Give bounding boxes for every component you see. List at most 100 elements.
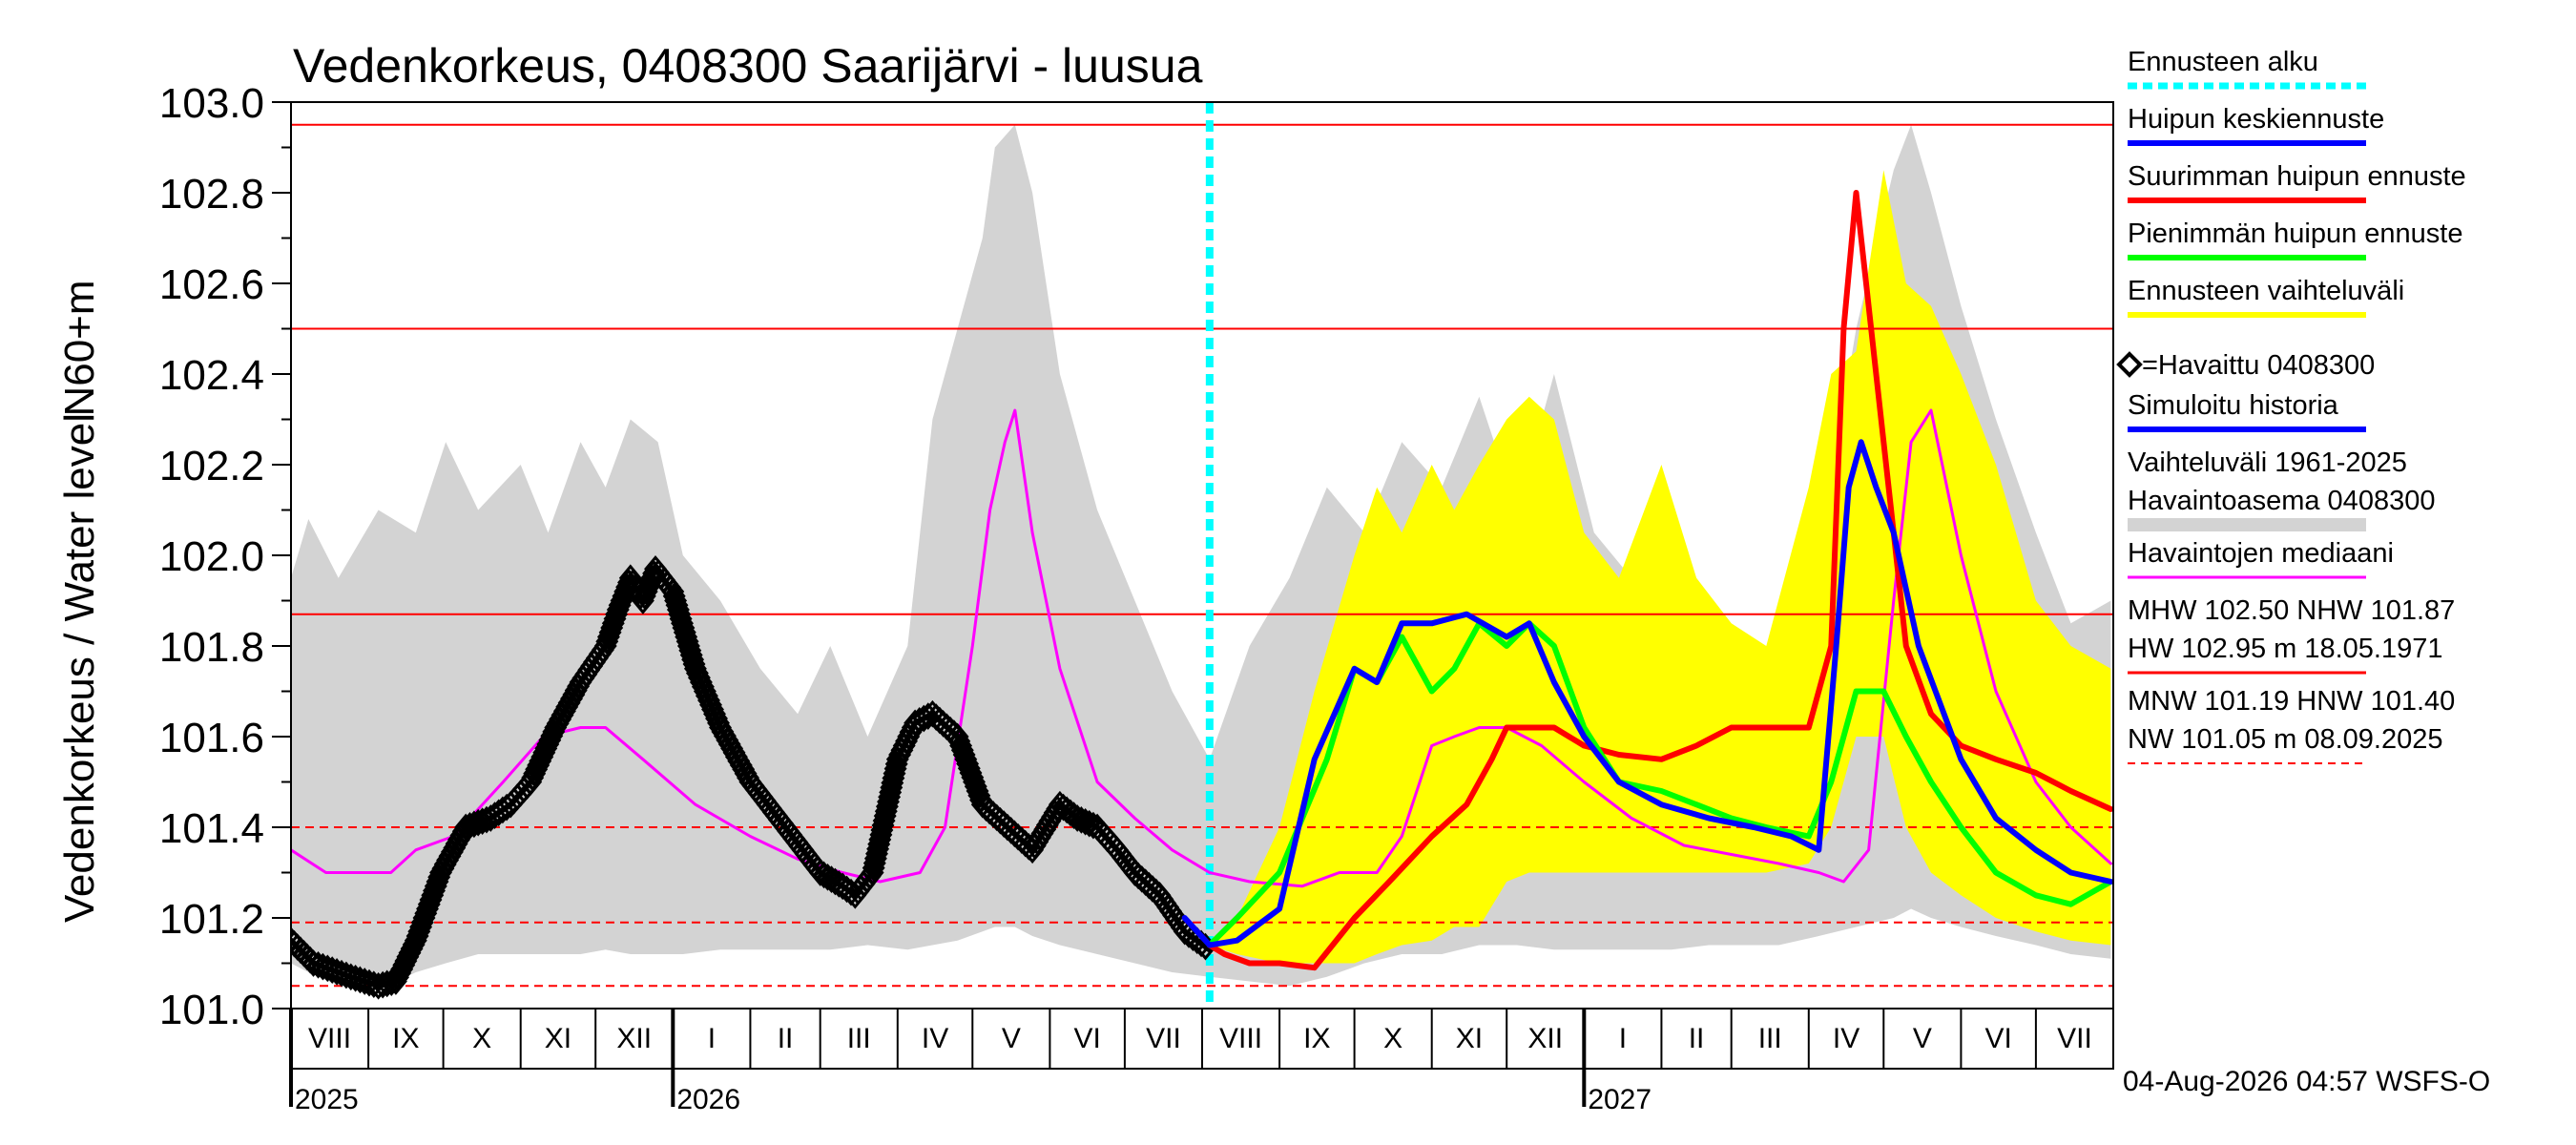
y-tick-label: 101.2 <box>159 896 264 943</box>
observed-point <box>967 781 991 810</box>
legend-entry-1: Huipun keskiennuste <box>2128 104 2384 146</box>
observed-point <box>947 727 971 756</box>
legend-label: Vaihteluväli 1961-2025 <box>2128 448 2407 478</box>
legend-label: Ennusteen vaihteluväli <box>2128 276 2404 306</box>
observed-point <box>462 810 486 839</box>
axes-layer: 101.0 101.2 101.4 101.6 101.8 102.0 102.2 102.4… <box>159 80 2092 1115</box>
observed-point <box>957 754 981 782</box>
legend-label-line2: NW 101.05 m 08.09.2025 <box>2128 724 2442 755</box>
month-label: X <box>1383 1023 1402 1054</box>
legend-label: MNW 101.19 HNW 101.40 <box>2128 686 2455 717</box>
footer-timestamp: 04-Aug-2026 04:57 WSFS-O <box>2123 1066 2490 1097</box>
month-label: I <box>1619 1023 1627 1054</box>
y-tick-label: 101.4 <box>159 805 264 852</box>
observed-point <box>950 736 974 764</box>
observed-point <box>371 970 395 999</box>
series-line-2 <box>1206 190 2113 971</box>
year-label: 2025 <box>295 1084 359 1115</box>
series-line-0 <box>291 408 2112 888</box>
y-tick-label: 102.2 <box>159 443 264 489</box>
month-label: VIII <box>308 1023 351 1054</box>
legend-diamond-icon <box>2116 351 2143 378</box>
y-tick-label: 102.8 <box>159 171 264 218</box>
observed-point <box>470 807 494 836</box>
month-label: V <box>1913 1023 1932 1054</box>
observed-point <box>681 645 705 674</box>
observed-point <box>952 740 976 769</box>
month-label: II <box>778 1023 794 1054</box>
observed-point <box>966 777 989 805</box>
legend-entry-10: MNW 101.19 HNW 101.40 NW 101.05 m 08.09.2… <box>2128 686 2455 764</box>
y-axis-label: Vedenkorkeus / Water level <box>56 413 103 923</box>
legend-label: Pienimmän huipun ennuste <box>2128 219 2462 249</box>
observed-point <box>961 763 985 792</box>
series-line-4 <box>1181 439 2113 948</box>
observed-markers <box>291 554 1217 1000</box>
y-tick-label: 101.6 <box>159 715 264 761</box>
y-tick-label: 102.0 <box>159 533 264 580</box>
legend-entry-5: =Havaittu 0408300 <box>2116 350 2375 381</box>
legend-label: Ennusteen alku <box>2128 47 2318 77</box>
legend: Ennusteen alku Huipun keskiennuste Suurimm… <box>2116 47 2466 764</box>
legend-entry-2: Suurimman huipun ennuste <box>2128 161 2466 203</box>
y-axis-unit-label: N60+m <box>56 280 103 416</box>
observed-point <box>964 772 987 801</box>
month-label: XII <box>616 1023 652 1054</box>
observed-point <box>949 732 973 760</box>
band-1 <box>1209 170 2111 964</box>
month-label: IV <box>922 1023 948 1054</box>
month-label: V <box>1002 1023 1021 1054</box>
observed-point <box>963 768 986 796</box>
y-tick-label: 101.0 <box>159 987 264 1033</box>
month-label: IX <box>1303 1023 1330 1054</box>
observed-point <box>467 808 490 837</box>
legend-label-line2: HW 102.95 m 18.05.1971 <box>2128 634 2442 664</box>
observed-point <box>691 673 715 701</box>
y-tick-label: 103.0 <box>159 80 264 127</box>
observed-point <box>703 699 726 728</box>
legend-label: Suurimman huipun ennuste <box>2128 161 2466 192</box>
bands-layer <box>291 124 2111 990</box>
legend-entry-4: Ennusteen vaihteluväli <box>2128 276 2404 318</box>
observed-point <box>687 663 711 692</box>
legend-label-line2: Havaintoasema 0408300 <box>2128 486 2435 516</box>
observed-point <box>380 968 404 997</box>
year-label: 2027 <box>1588 1084 1652 1115</box>
legend-label: Havaintojen mediaani <box>2128 538 2394 569</box>
legend-entry-3: Pienimmän huipun ennuste <box>2128 219 2462 260</box>
month-label: IV <box>1833 1023 1859 1054</box>
series-line-5 <box>1182 916 1212 947</box>
month-label: VIII <box>1219 1023 1262 1054</box>
month-label: III <box>847 1023 871 1054</box>
month-label: IX <box>392 1023 419 1054</box>
observed-point <box>699 691 722 719</box>
observed-point <box>945 722 969 751</box>
observed-point <box>375 969 399 998</box>
observed-point <box>956 750 980 778</box>
legend-entry-0: Ennusteen alku <box>2128 47 2366 90</box>
observed-point <box>682 650 706 678</box>
observed-point <box>959 759 983 787</box>
legend-entry-8: Havaintojen mediaani <box>2128 538 2394 579</box>
month-label: VI <box>1984 1023 2011 1054</box>
observed-point <box>454 813 478 842</box>
observed-point <box>954 745 978 774</box>
year-label: 2026 <box>676 1084 740 1115</box>
month-label: III <box>1758 1023 1782 1054</box>
month-label: XII <box>1527 1023 1563 1054</box>
month-label: XI <box>1456 1023 1483 1054</box>
y-tick-label: 102.4 <box>159 352 264 399</box>
month-label: VI <box>1073 1023 1100 1054</box>
month-label: VII <box>2057 1023 2092 1054</box>
series-layer <box>291 102 2113 1009</box>
month-label: X <box>472 1023 491 1054</box>
observed-point <box>366 971 390 1000</box>
legend-label: MHW 102.50 NHW 101.87 <box>2128 595 2455 626</box>
legend-entry-9: MHW 102.50 NHW 101.87 HW 102.95 m 18.05.1… <box>2128 595 2455 675</box>
y-tick-label: 102.6 <box>159 261 264 308</box>
month-label: I <box>708 1023 716 1054</box>
observed-point <box>916 702 940 730</box>
legend-label: =Havaittu 0408300 <box>2142 350 2375 381</box>
month-label: II <box>1689 1023 1705 1054</box>
